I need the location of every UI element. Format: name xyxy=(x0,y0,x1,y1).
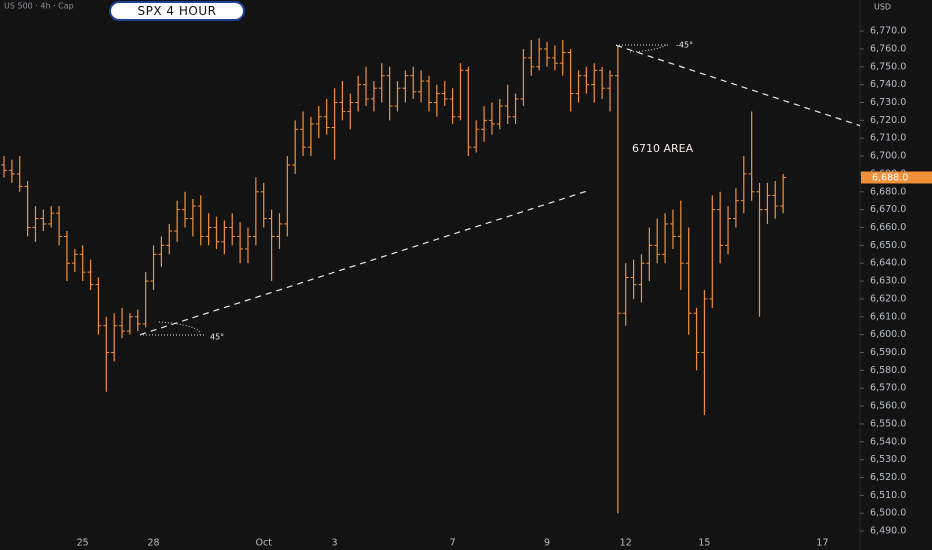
y-tick-label: 6,550.0 xyxy=(870,418,906,429)
y-tick-label: 6,760.0 xyxy=(870,43,906,54)
angle-label: 45° xyxy=(210,333,224,342)
y-tick-label: 6,590.0 xyxy=(870,347,906,358)
y-tick-label: 6,670.0 xyxy=(870,204,906,215)
symbol-header: US 500 · 4h · Cap xyxy=(4,2,74,11)
y-tick-label: 6,700.0 xyxy=(870,151,906,162)
y-tick-label: 6,620.0 xyxy=(870,293,906,304)
chart-title: SPX 4 HOUR xyxy=(138,4,217,18)
y-tick-label: 6,610.0 xyxy=(870,311,906,322)
y-tick-label: 6,640.0 xyxy=(870,258,906,269)
y-tick-label: 6,600.0 xyxy=(870,329,906,340)
plot-area xyxy=(1,38,860,514)
y-tick-label: 6,630.0 xyxy=(870,276,906,287)
y-tick-label: 6,770.0 xyxy=(870,26,906,37)
x-tick-label: 9 xyxy=(544,538,550,549)
currency: USD xyxy=(874,3,891,12)
y-tick-label: 6,720.0 xyxy=(870,115,906,126)
y-tick-label: 6,490.0 xyxy=(870,526,906,537)
y-tick-label: 6,660.0 xyxy=(870,222,906,233)
y-tick-label: 6,520.0 xyxy=(870,472,906,483)
y-tick-label: 6,510.0 xyxy=(870,490,906,501)
x-tick-label: 28 xyxy=(147,538,159,549)
last-price-box xyxy=(861,171,932,184)
y-tick-label: 6,710.0 xyxy=(870,133,906,144)
y-tick-label: 6,740.0 xyxy=(870,79,906,90)
y-tick-label: 6,750.0 xyxy=(870,61,906,72)
y-tick-label: 6,560.0 xyxy=(870,401,906,412)
y-tick-label: 6,580.0 xyxy=(870,365,906,376)
y-tick-label: 6,680.0 xyxy=(870,186,906,197)
x-tick-label: 17 xyxy=(816,538,828,549)
area-annotation: 6710 AREA xyxy=(632,142,694,155)
trendline xyxy=(616,44,860,127)
y-tick-label: 6,730.0 xyxy=(870,97,906,108)
x-tick-label: 12 xyxy=(620,538,632,549)
x-tick-label: 7 xyxy=(450,538,456,549)
angle-label: -45° xyxy=(676,41,693,50)
trendline xyxy=(139,189,591,336)
y-tick-label: 6,540.0 xyxy=(870,436,906,447)
x-tick-label: 25 xyxy=(77,538,89,549)
title-box xyxy=(109,1,245,21)
y-tick-label: 6,650.0 xyxy=(870,240,906,251)
y-tick-label: 6,570.0 xyxy=(870,383,906,394)
x-tick-label: 15 xyxy=(698,538,710,549)
x-tick-label: Oct xyxy=(255,538,272,549)
x-tick-label: 3 xyxy=(332,538,338,549)
last-price-label: 6,688.0 xyxy=(872,173,908,184)
y-tick-label: 6,530.0 xyxy=(870,454,906,465)
y-tick-label: 6,500.0 xyxy=(870,508,906,519)
